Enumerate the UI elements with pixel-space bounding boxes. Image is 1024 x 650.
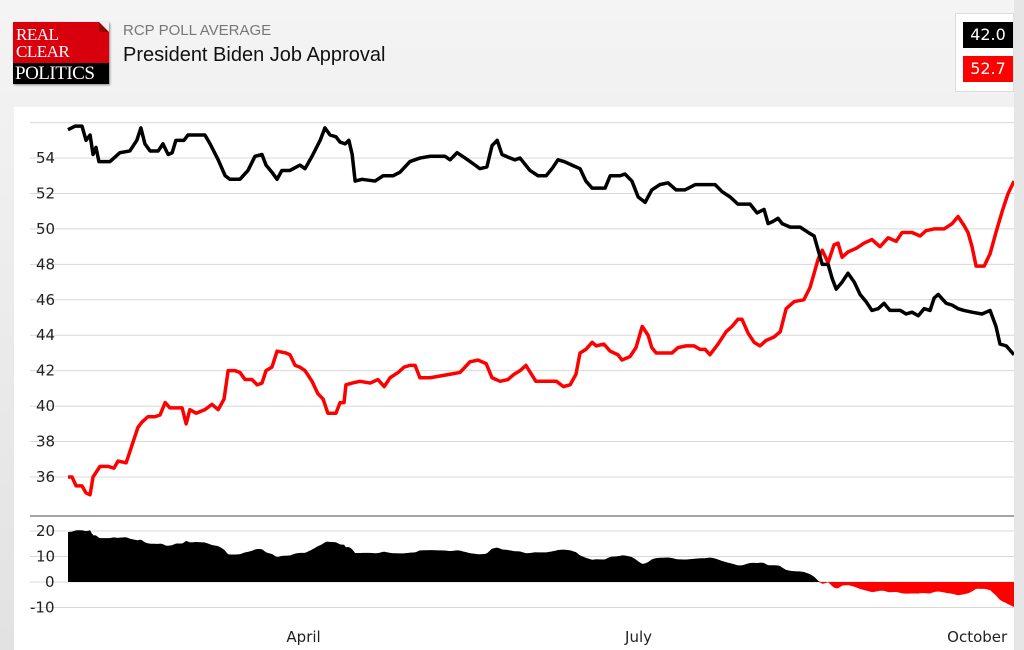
scrollbar[interactable] — [1014, 0, 1024, 650]
spread-area-positive — [68, 530, 1014, 582]
y-tick-label: 42 — [36, 362, 55, 380]
y-tick-label: 48 — [36, 255, 55, 273]
spread-area-negative — [68, 582, 1014, 607]
y-tick-label: 54 — [36, 149, 55, 167]
spread-y-tick-label: -10 — [30, 599, 55, 617]
y-tick-label: 38 — [36, 433, 55, 451]
logo-line: CLEAR — [16, 42, 70, 61]
approve-value: 42.0 — [963, 22, 1013, 48]
x-tick-label: April — [286, 628, 320, 646]
logo-line: REAL — [16, 25, 59, 44]
page-title: President Biden Job Approval — [123, 44, 386, 66]
rcp-logo[interactable]: REAL CLEAR POLITICS — [13, 22, 109, 84]
y-tick-label: 52 — [36, 184, 55, 202]
y-tick-label: 40 — [36, 397, 55, 415]
logo-fold — [99, 22, 109, 32]
x-tick-label: October — [947, 628, 1008, 646]
y-tick-label: 44 — [36, 326, 55, 344]
y-tick-label: 46 — [36, 291, 55, 309]
current-values-box: 42.0 52.7 — [955, 13, 1014, 92]
disapprove-line — [68, 180, 1014, 497]
approve-line — [67, 124, 1014, 356]
spread-y-tick-label: 10 — [36, 548, 55, 566]
spread-y-tick-label: 0 — [45, 573, 55, 591]
y-tick-label: 50 — [36, 220, 55, 238]
disapprove-value: 52.7 — [963, 56, 1013, 82]
y-tick-label: 36 — [36, 468, 55, 486]
logo-line: POLITICS — [13, 63, 109, 84]
x-tick-label: July — [624, 628, 652, 646]
poll-average-label: RCP POLL AVERAGE — [123, 22, 272, 39]
spread-y-tick-label: 20 — [36, 522, 55, 540]
